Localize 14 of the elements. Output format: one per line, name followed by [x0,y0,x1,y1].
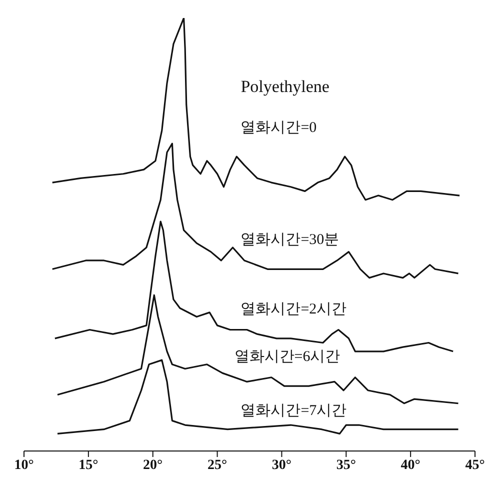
annotation: Polyethylene [240,76,330,96]
x-tick-label: 15° [78,458,98,473]
series-label: 열화시간=0 [240,120,317,136]
series-label: 열화시간=7시간 [240,403,347,420]
x-tick-label: 35° [336,458,356,473]
x-tick-label: 30° [272,458,292,473]
series-label: 열화시간=2시간 [240,301,347,318]
series-label: 열화시간=6시간 [234,349,340,366]
x-tick-label: 25° [207,458,228,473]
x-tick-label: 10° [14,458,34,473]
series-label: 열화시간=30분 [240,232,340,248]
x-tick-label: 45° [465,458,485,473]
x-tick-label: 40° [400,458,420,473]
x-tick-label: 20° [143,458,163,473]
